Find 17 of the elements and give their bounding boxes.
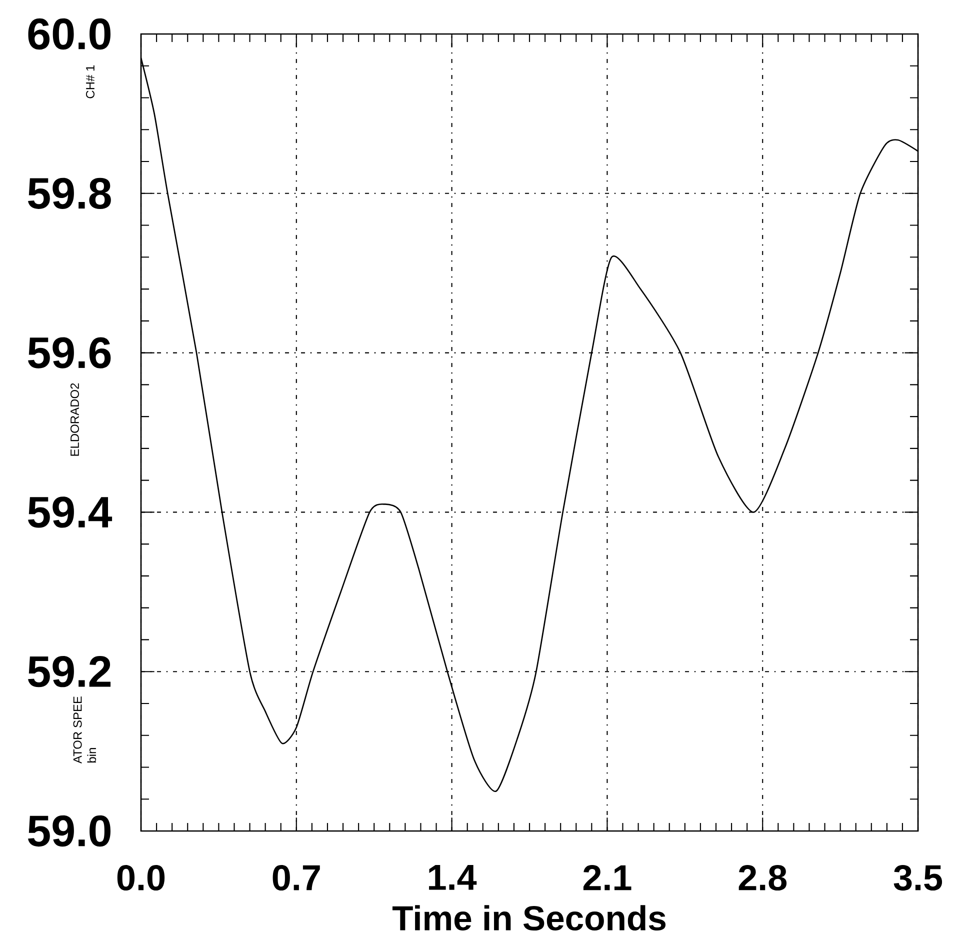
y-tick-label: 59.8	[28, 178, 111, 209]
x-tick-label: 1.4	[429, 865, 477, 890]
text: bin	[87, 748, 96, 763]
x-tick-label: 2.8	[738, 865, 787, 891]
text: CH# 1	[86, 65, 94, 98]
y-tick-label: 59.0	[28, 815, 110, 847]
x-tick-label: 2.1	[583, 865, 632, 890]
x-tick-label: 0.7	[272, 865, 320, 891]
x-tick-label: 3.5	[894, 865, 942, 891]
x-axis-title: Time in Seconds	[392, 905, 666, 931]
y-tick-label: 59.6	[28, 337, 111, 368]
text: ATOR SPEE	[73, 696, 82, 764]
text: ELDORADO2	[70, 383, 79, 456]
x-tick-label: 0.0	[117, 865, 165, 891]
y-tick-label: 60.0	[28, 18, 110, 50]
y-tick-label: 59.2	[28, 656, 111, 688]
y-tick-label: 59.4	[28, 496, 112, 528]
